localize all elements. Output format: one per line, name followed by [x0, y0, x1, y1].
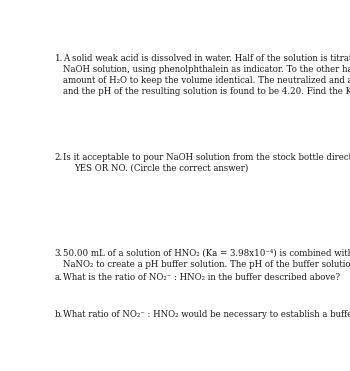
Text: 50.00 mL of a solution of HNO₂ (Ka = 3.98x10⁻⁴) is combined with 50.00 mL of a s: 50.00 mL of a solution of HNO₂ (Ka = 3.9… [63, 249, 350, 258]
Text: NaOH solution, using phenolphthalein as indicator. To the other half is added an: NaOH solution, using phenolphthalein as … [63, 65, 350, 74]
Text: Is it acceptable to pour NaOH solution from the stock bottle directly into a cla: Is it acceptable to pour NaOH solution f… [63, 153, 350, 162]
Text: A solid weak acid is dissolved in water. Half of the solution is titrated to the: A solid weak acid is dissolved in water.… [63, 54, 350, 63]
Text: amount of H₂O to keep the volume identical. The neutralized and acid solutions a: amount of H₂O to keep the volume identic… [63, 76, 350, 85]
Text: 1.: 1. [55, 54, 63, 63]
Text: and the pH of the resulting solution is found to be 4.20. Find the Kₐ of the sol: and the pH of the resulting solution is … [63, 87, 350, 96]
Text: 3.: 3. [55, 249, 63, 258]
Text: NaNO₂ to create a pH buffer solution. The pH of the buffer solution is found to : NaNO₂ to create a pH buffer solution. Th… [63, 260, 350, 269]
Text: YES OR NO. (Circle the correct answer): YES OR NO. (Circle the correct answer) [74, 164, 248, 173]
Text: What is the ratio of NO₂⁻ : HNO₂ in the buffer described above?: What is the ratio of NO₂⁻ : HNO₂ in the … [63, 273, 341, 282]
Text: What ratio of NO₂⁻ : HNO₂ would be necessary to establish a buffer with a pH of : What ratio of NO₂⁻ : HNO₂ would be neces… [63, 310, 350, 319]
Text: a.: a. [55, 273, 62, 282]
Text: 2.: 2. [55, 153, 63, 162]
Text: b.: b. [55, 310, 63, 319]
